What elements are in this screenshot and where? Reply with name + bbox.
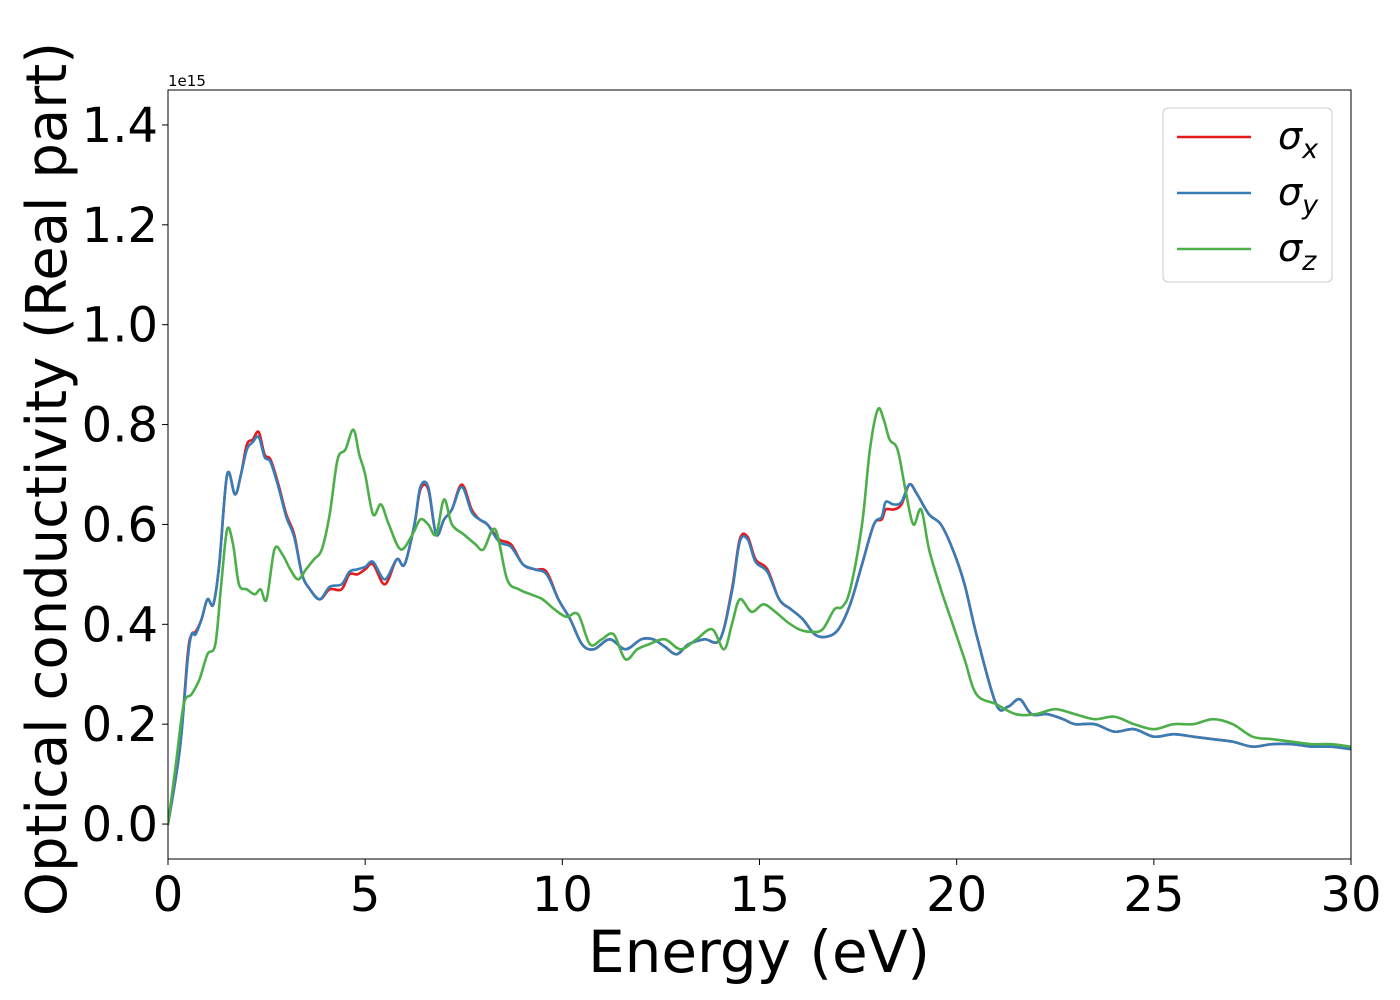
legend-label-symbol: σ: [1278, 170, 1304, 214]
legend-box: [1162, 107, 1333, 283]
y-tick-label: 0.8: [82, 398, 158, 454]
y-tick-label: 1.2: [82, 198, 158, 254]
series-lines: [168, 407, 1351, 826]
legend-label-z: σz: [1278, 226, 1317, 277]
y-axis-label: Optical conductivity (Real part): [15, 42, 80, 916]
legend-label-subscript: x: [1301, 134, 1319, 165]
series-line-z: [168, 407, 1351, 826]
x-axis-label: Energy (eV): [588, 918, 930, 986]
legend-label-y: σy: [1278, 170, 1319, 221]
x-tick-label: 15: [729, 867, 790, 923]
x-tick-label: 10: [532, 867, 593, 923]
x-tick-label: 25: [1123, 867, 1184, 923]
y-tick-label: 0.4: [82, 597, 158, 653]
y-tick-label: 0.0: [82, 797, 158, 853]
legend-label-symbol: σ: [1278, 226, 1304, 270]
x-tick-label: 30: [1320, 867, 1381, 923]
x-tick-label: 20: [926, 867, 987, 923]
y-tick-label: 0.2: [82, 697, 158, 753]
y-tick-label: 1.0: [82, 298, 158, 354]
legend-label-subscript: y: [1301, 190, 1319, 221]
legend-label-symbol: σ: [1278, 114, 1304, 158]
y-axis-offset-label: 1e15: [168, 72, 206, 90]
y-tick-label: 0.6: [82, 497, 158, 553]
y-axis-ticks: 0.0 0.2 0.4 0.6 0.8 1.0 1.2 1.4: [82, 98, 168, 853]
x-tick-label: 5: [350, 867, 381, 923]
x-tick-label: 0: [153, 867, 184, 923]
series-line-y: [168, 435, 1351, 826]
legend-label-x: σx: [1278, 114, 1319, 165]
y-tick-label: 1.4: [82, 98, 158, 154]
legend-label-subscript: z: [1301, 246, 1317, 277]
x-axis-ticks: 0 5 10 15 20 25 30: [153, 859, 1382, 923]
